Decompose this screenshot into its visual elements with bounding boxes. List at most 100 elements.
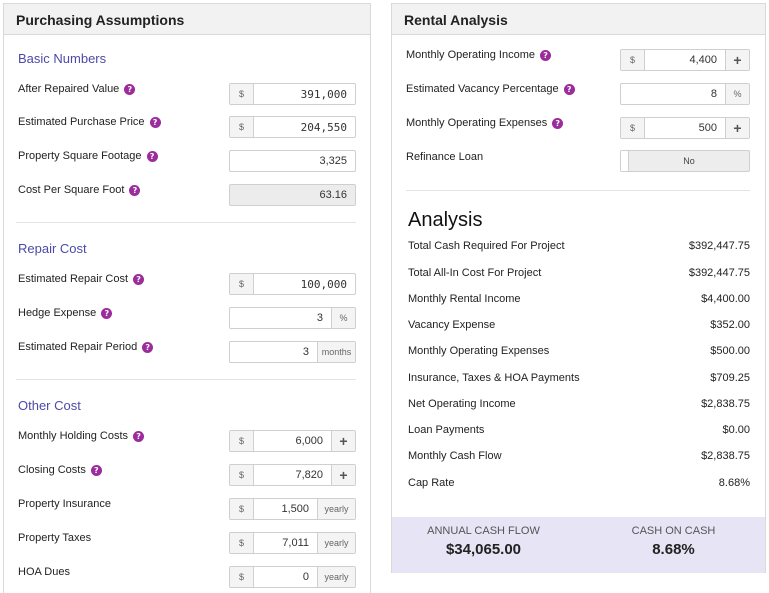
vacancy-text: Estimated Vacancy Percentage [406, 83, 559, 95]
basic-numbers-heading: Basic Numbers [18, 51, 107, 66]
help-icon[interactable]: ? [540, 49, 552, 61]
insurance-label: Property Insurance [18, 498, 111, 510]
currency-prefix: $ [230, 431, 254, 451]
operating-income-text: Monthly Operating Income [406, 49, 536, 61]
cash-flow-summary: ANNUAL CASH FLOW $34,065.00 CASH ON CASH… [392, 517, 765, 573]
help-icon[interactable]: ? [552, 117, 564, 129]
percent-suffix: % [725, 84, 749, 104]
operating-expenses-field[interactable]: $ 500 + [620, 117, 750, 139]
hoa-dues-field[interactable]: $ 0 yearly [229, 566, 356, 588]
repair-cost-label: Estimated Repair Cost ? [18, 273, 145, 285]
operating-expenses-add-button[interactable]: + [725, 118, 749, 138]
help-icon[interactable]: ? [563, 83, 575, 95]
closing-costs-add-button[interactable]: + [331, 465, 355, 485]
taxes-label: Property Taxes [18, 532, 91, 544]
analysis-row-value: $392,447.75 [688, 267, 750, 279]
repair-period-input[interactable]: 3 [302, 346, 309, 358]
purchase-price-input[interactable]: 204,550 [300, 120, 347, 134]
refinance-toggle[interactable]: No [620, 150, 750, 172]
analysis-row-label: Total All-In Cost For Project [408, 267, 542, 279]
annual-cash-flow-value: $34,065.00 [445, 541, 522, 558]
analysis-row-label: Net Operating Income [408, 398, 516, 410]
analysis-row: Total All-In Cost For Project $392,447.75 [408, 267, 750, 279]
after-repaired-value-input[interactable]: 391,000 [300, 87, 347, 101]
repair-cost-heading: Repair Cost [18, 241, 87, 256]
holding-costs-add-button[interactable]: + [331, 431, 355, 451]
operating-income-add-button[interactable]: + [725, 50, 749, 70]
analysis-row-value: $500.00 [710, 345, 750, 357]
analysis-row: Monthly Rental Income $4,400.00 [408, 293, 750, 305]
operating-income-field[interactable]: $ 4,400 + [620, 49, 750, 71]
purchase-price-field[interactable]: $ 204,550 [229, 116, 356, 138]
closing-costs-label: Closing Costs ? [18, 464, 102, 476]
yearly-suffix: yearly [317, 533, 355, 553]
analysis-row: Cap Rate 8.68% [408, 477, 750, 489]
vacancy-input[interactable]: 8 [710, 88, 717, 100]
help-icon[interactable]: ? [133, 273, 145, 285]
currency-prefix: $ [621, 50, 645, 70]
currency-prefix: $ [230, 465, 254, 485]
operating-expenses-label: Monthly Operating Expenses ? [406, 117, 564, 129]
hedge-expense-field[interactable]: 3 % [229, 307, 356, 329]
hoa-dues-text: HOA Dues [18, 566, 70, 578]
closing-costs-field[interactable]: $ 7,820 + [229, 464, 356, 486]
closing-costs-input[interactable]: 7,820 [295, 469, 323, 481]
operating-income-input[interactable]: 4,400 [689, 54, 717, 66]
analysis-row: Vacancy Expense $352.00 [408, 319, 750, 331]
currency-prefix: $ [230, 274, 254, 294]
currency-prefix: $ [230, 84, 254, 104]
cost-per-sqft-value: 63.16 [319, 189, 347, 201]
repair-cost-field[interactable]: $ 100,000 [229, 273, 356, 295]
hedge-expense-label: Hedge Expense ? [18, 307, 113, 319]
holding-costs-label: Monthly Holding Costs ? [18, 430, 145, 442]
help-icon[interactable]: ? [133, 430, 145, 442]
help-icon[interactable]: ? [90, 464, 102, 476]
vacancy-field[interactable]: 8 % [620, 83, 750, 105]
help-icon[interactable]: ? [129, 184, 141, 196]
hoa-dues-input[interactable]: 0 [302, 571, 309, 583]
analysis-row-value: $2,838.75 [701, 450, 750, 462]
square-footage-input[interactable]: 3,325 [319, 155, 347, 167]
help-icon[interactable]: ? [146, 150, 158, 162]
insurance-field[interactable]: $ 1,500 yearly [229, 498, 356, 520]
vacancy-label: Estimated Vacancy Percentage ? [406, 83, 575, 95]
analysis-row-value: $2,838.75 [701, 398, 750, 410]
repair-period-field[interactable]: 3 months [229, 341, 356, 363]
analysis-row: Loan Payments $0.00 [408, 424, 750, 436]
analysis-heading: Analysis [408, 209, 483, 231]
cash-on-cash-block: CASH ON CASH 8.68% [582, 525, 765, 558]
refinance-label: Refinance Loan [406, 151, 484, 163]
other-cost-heading: Other Cost [18, 398, 81, 413]
holding-costs-text: Monthly Holding Costs [18, 430, 129, 442]
closing-costs-text: Closing Costs [18, 464, 86, 476]
percent-suffix: % [331, 308, 355, 328]
refinance-toggle-value: No [683, 156, 695, 166]
help-icon[interactable]: ? [101, 307, 113, 319]
repair-cost-input[interactable]: 100,000 [300, 277, 347, 291]
analysis-row-value: $0.00 [722, 424, 750, 436]
operating-expenses-input[interactable]: 500 [698, 122, 717, 134]
holding-costs-field[interactable]: $ 6,000 + [229, 430, 356, 452]
after-repaired-value-field[interactable]: $ 391,000 [229, 83, 356, 105]
after-repaired-value-text: After Repaired Value [18, 83, 120, 95]
analysis-row-value: $352.00 [710, 319, 750, 331]
holding-costs-input[interactable]: 6,000 [295, 435, 323, 447]
section-divider [16, 379, 356, 380]
currency-prefix: $ [230, 117, 254, 137]
yearly-suffix: yearly [317, 567, 355, 587]
taxes-input[interactable]: 7,011 [282, 537, 309, 549]
taxes-field[interactable]: $ 7,011 yearly [229, 532, 356, 554]
square-footage-field[interactable]: 3,325 [229, 150, 356, 172]
analysis-row-value: $4,400.00 [701, 293, 750, 305]
help-icon[interactable]: ? [149, 116, 161, 128]
hedge-expense-input[interactable]: 3 [316, 312, 323, 324]
analysis-row: Monthly Cash Flow $2,838.75 [408, 450, 750, 462]
analysis-row-value: $392,447.75 [688, 240, 750, 252]
help-icon[interactable]: ? [142, 341, 154, 353]
cost-per-sqft-text: Cost Per Square Foot [18, 184, 125, 196]
insurance-input[interactable]: 1,500 [281, 503, 309, 515]
analysis-row-label: Cap Rate [408, 477, 455, 489]
toggle-knob[interactable] [621, 151, 629, 171]
analysis-row-label: Vacancy Expense [408, 319, 496, 331]
help-icon[interactable]: ? [124, 83, 136, 95]
